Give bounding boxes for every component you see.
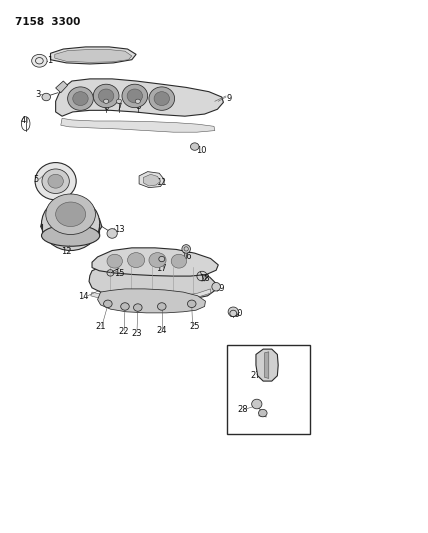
Ellipse shape xyxy=(128,253,145,268)
Ellipse shape xyxy=(42,169,69,193)
Text: 20: 20 xyxy=(232,309,243,318)
Text: 3: 3 xyxy=(35,90,40,99)
Text: 7158  3300: 7158 3300 xyxy=(15,17,80,27)
Bar xyxy=(227,345,310,434)
Ellipse shape xyxy=(35,163,76,200)
Text: 21: 21 xyxy=(95,322,106,330)
Text: 6: 6 xyxy=(104,103,109,112)
Ellipse shape xyxy=(48,174,63,188)
Polygon shape xyxy=(56,79,223,116)
Ellipse shape xyxy=(116,99,122,103)
Ellipse shape xyxy=(104,99,109,103)
Text: 5: 5 xyxy=(34,175,39,183)
Text: 16: 16 xyxy=(181,253,191,261)
Ellipse shape xyxy=(190,143,199,150)
Polygon shape xyxy=(51,47,136,64)
Ellipse shape xyxy=(149,87,175,110)
Polygon shape xyxy=(256,349,278,381)
Ellipse shape xyxy=(98,89,114,103)
Text: 24: 24 xyxy=(157,326,167,335)
Ellipse shape xyxy=(93,84,119,108)
Ellipse shape xyxy=(121,303,129,310)
Text: 28: 28 xyxy=(238,405,248,414)
Polygon shape xyxy=(41,219,102,232)
Text: 2: 2 xyxy=(113,52,118,60)
Polygon shape xyxy=(98,289,205,313)
Ellipse shape xyxy=(127,89,143,103)
Text: 13: 13 xyxy=(114,225,124,233)
Polygon shape xyxy=(61,118,215,132)
Text: 4: 4 xyxy=(21,117,26,125)
Text: 1: 1 xyxy=(47,56,52,64)
Ellipse shape xyxy=(187,300,196,308)
Text: 23: 23 xyxy=(132,329,142,337)
Text: 22: 22 xyxy=(119,327,129,336)
Polygon shape xyxy=(89,265,216,300)
Ellipse shape xyxy=(182,245,190,253)
Text: 12: 12 xyxy=(61,247,71,256)
Ellipse shape xyxy=(42,93,51,101)
Text: 19: 19 xyxy=(214,285,224,293)
Text: 18: 18 xyxy=(199,274,210,282)
Polygon shape xyxy=(92,248,218,276)
Ellipse shape xyxy=(158,303,166,310)
Ellipse shape xyxy=(228,307,238,317)
Ellipse shape xyxy=(107,229,117,238)
Polygon shape xyxy=(55,50,132,62)
Ellipse shape xyxy=(159,256,165,262)
Text: 10: 10 xyxy=(196,146,206,155)
Ellipse shape xyxy=(171,254,187,268)
Text: 26: 26 xyxy=(229,310,240,319)
Ellipse shape xyxy=(149,253,166,268)
Text: 25: 25 xyxy=(190,322,200,331)
Text: 9: 9 xyxy=(226,94,232,103)
Ellipse shape xyxy=(32,54,47,67)
Ellipse shape xyxy=(73,92,88,106)
Ellipse shape xyxy=(212,282,220,291)
Ellipse shape xyxy=(68,87,93,110)
Text: 7: 7 xyxy=(116,103,122,112)
Text: 14: 14 xyxy=(78,292,89,301)
Ellipse shape xyxy=(42,225,100,246)
Polygon shape xyxy=(143,174,160,186)
Ellipse shape xyxy=(42,197,100,251)
Ellipse shape xyxy=(134,304,142,311)
Text: 8: 8 xyxy=(135,102,140,111)
Text: 17: 17 xyxy=(157,264,167,272)
Text: 15: 15 xyxy=(114,269,124,278)
Ellipse shape xyxy=(56,202,86,227)
Polygon shape xyxy=(265,352,269,378)
Text: 27: 27 xyxy=(251,372,261,380)
Polygon shape xyxy=(139,172,165,188)
Ellipse shape xyxy=(107,254,122,268)
Ellipse shape xyxy=(135,99,140,103)
Polygon shape xyxy=(56,81,68,93)
Ellipse shape xyxy=(154,92,169,106)
Text: 11: 11 xyxy=(157,179,167,187)
Polygon shape xyxy=(91,289,211,300)
Ellipse shape xyxy=(46,194,95,235)
Ellipse shape xyxy=(122,84,148,108)
Ellipse shape xyxy=(252,399,262,409)
Ellipse shape xyxy=(259,409,267,417)
Ellipse shape xyxy=(104,300,112,308)
